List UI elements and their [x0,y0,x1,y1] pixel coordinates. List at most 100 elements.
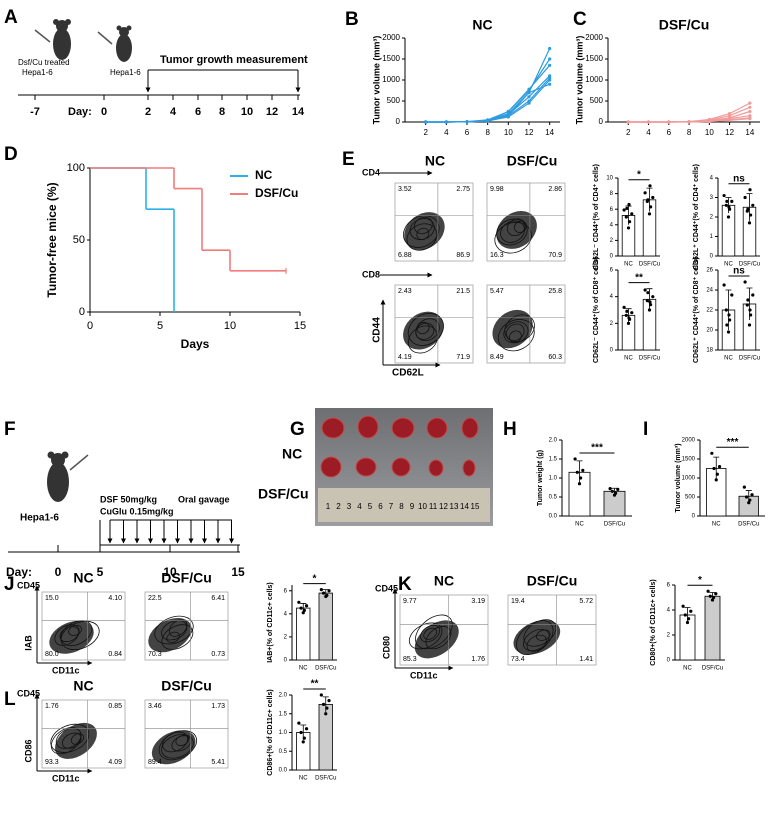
data-point [622,208,626,212]
x-tick-label: DSF/Cu [315,776,336,782]
quadrant-value: 0.73 [211,651,225,658]
data-point [325,706,329,710]
ruler-number: 7 [389,502,394,511]
error-bar [646,288,653,310]
data-point [726,215,731,219]
point [748,109,752,114]
y-tick-label: 4 [284,611,288,617]
y-tick-label: 2 [610,238,614,244]
data-point [626,321,631,325]
panel-label: F [4,419,16,440]
y-tick-label: 0 [396,117,401,126]
data-point [630,311,634,315]
point [506,114,510,118]
quadrant-value: 6.88 [398,252,412,259]
x-tick-label: NC [724,262,733,268]
y-tick-label: 3 [710,195,714,201]
y-tick-label: 10 [606,176,613,182]
column-title: DSF/Cu [507,153,558,169]
significance-label: * [637,169,641,180]
tick-label: 12 [266,106,278,118]
label: Hepa1-6 [20,513,59,524]
x-axis-label: Days [181,337,210,351]
data-point [744,495,749,499]
contour [508,330,522,343]
data-point [727,205,731,209]
y-axis-label: CD80+(% of CD11c+ cells) [650,579,657,665]
data-point [646,291,650,295]
contour [59,626,80,643]
data-point [685,620,690,625]
y-tick-label: 500 [685,495,696,501]
point [506,109,510,114]
x-tick-label: 12 [525,128,534,137]
panel-label: G [290,419,305,440]
data-point [747,323,752,327]
ruler-number: 3 [347,502,352,511]
x-tick-label: 8 [485,128,490,137]
contour [425,626,452,650]
data-point [724,308,728,312]
quadrant-value: 22.5 [148,595,162,602]
error-bar [725,289,732,330]
y-tick-label: 1500 [585,54,603,63]
point [424,120,428,124]
label: Hepa1-6 [110,68,141,77]
x-tick-label: 12 [725,128,734,137]
y-tick-label: 2 [284,635,288,641]
y-tick-label: 4 [667,608,671,614]
bar [318,592,333,661]
significance-label: * [313,573,317,584]
y-axis-label: Tumor weight (g) [537,450,544,506]
y-tick-label: 2 [710,215,714,221]
panel-label: D [4,144,18,165]
data-point [321,591,326,595]
y-tick-label: 26 [706,268,713,274]
error-bar [725,197,732,214]
significance-label: ** [311,679,319,690]
marker-label: CD45 [17,688,40,698]
contour [175,734,190,746]
data-point [301,740,305,744]
point [667,120,671,124]
data-point [722,283,726,287]
ruler-number: 11 [429,502,438,511]
marker-label: CD45 [17,580,40,590]
contour [415,614,453,650]
marker-label: CD4 [362,167,380,177]
point [748,105,752,109]
axis-label: CD11c [52,665,80,675]
data-point [626,226,631,230]
quadrant-value: 70.9 [548,252,562,259]
y-axis-label: CD62L⁺ CD44⁺(% of CD4⁺ cells) [693,164,700,270]
data-point [302,608,306,612]
x-tick-label: 8 [687,128,692,137]
data-point [647,308,652,312]
tick-label: 6 [195,106,201,118]
y-tick-label: 6 [284,588,288,594]
quadrant-value: 70.3 [148,651,162,658]
x-tick-label: DSF/Cu [739,262,760,268]
x-tick-label: 15 [294,320,306,332]
chart-title: NC [472,17,492,33]
quadrant-value: 1.73 [211,703,225,710]
x-tick-label: 4 [646,128,651,137]
marker-label: CD8 [362,269,380,279]
data-point [683,613,687,617]
contour [404,212,445,251]
data-point [751,203,755,207]
data-point [577,482,582,486]
data-point [297,600,301,604]
data-point [751,293,755,297]
label: CuGlu 0.15mg/kg [100,506,174,516]
tick-label: 8 [219,106,225,118]
quadrant-value: 8.49 [490,354,504,361]
point [486,119,490,123]
bar [704,595,721,661]
panel-label: C [573,9,587,30]
data-point [730,293,734,297]
data-point [651,195,655,200]
tick-label: 0 [101,106,107,118]
y-tick-label: 0.0 [549,514,558,520]
data-point [647,212,652,216]
